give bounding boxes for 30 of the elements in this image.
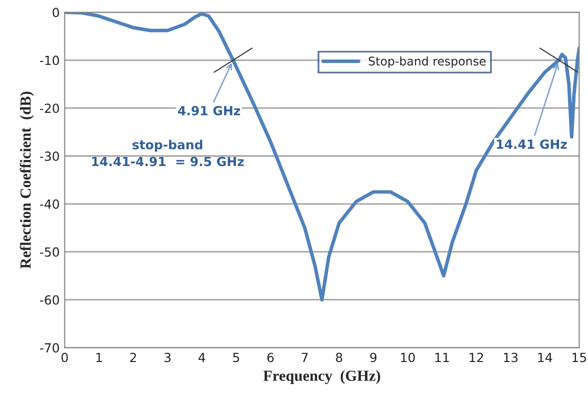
y-tick-label: -10 (40, 56, 59, 66)
x-tick-label: 14 (538, 352, 552, 362)
annotation: 4.91 GHz (178, 106, 240, 116)
y-tick-label: -60 (40, 295, 59, 305)
x-tick-label: 6 (267, 352, 274, 362)
legend-label: Stop-band response (368, 56, 486, 68)
x-tick-label: 10 (401, 352, 415, 362)
y-tick-label: -20 (40, 104, 59, 114)
y-tick-label: -40 (40, 199, 59, 209)
x-tick-label: 11 (435, 352, 449, 362)
x-tick-label: 5 (233, 352, 240, 362)
y-tick-label: -50 (40, 247, 59, 257)
annotation: 14.41 GHz (496, 139, 567, 149)
x-tick-label: 1 (96, 352, 102, 362)
x-tick-label: 4 (198, 352, 206, 362)
x-tick-label: 13 (504, 352, 518, 362)
x-tick-label: 9 (370, 352, 376, 362)
x-tick-label: 12 (470, 352, 483, 362)
x-tick-label: 0 (62, 352, 68, 362)
x-tick-label: 2 (130, 352, 136, 362)
annotation: stop-band 14.41-4.91 = 9.5 GHz (92, 140, 244, 166)
x-tick-label: 7 (302, 352, 308, 362)
y-tick-label: -70 (40, 343, 59, 353)
x-tick-label: 15 (572, 352, 586, 362)
y-axis-title: Reflection Coefficient (dB) (20, 92, 34, 269)
y-tick-label: -30 (40, 151, 59, 161)
x-axis-title: Frequency (GHz) (263, 370, 380, 384)
x-tick-label: 8 (336, 352, 342, 362)
y-tick-label: 0 (52, 8, 59, 18)
x-tick-label: 3 (164, 352, 171, 362)
